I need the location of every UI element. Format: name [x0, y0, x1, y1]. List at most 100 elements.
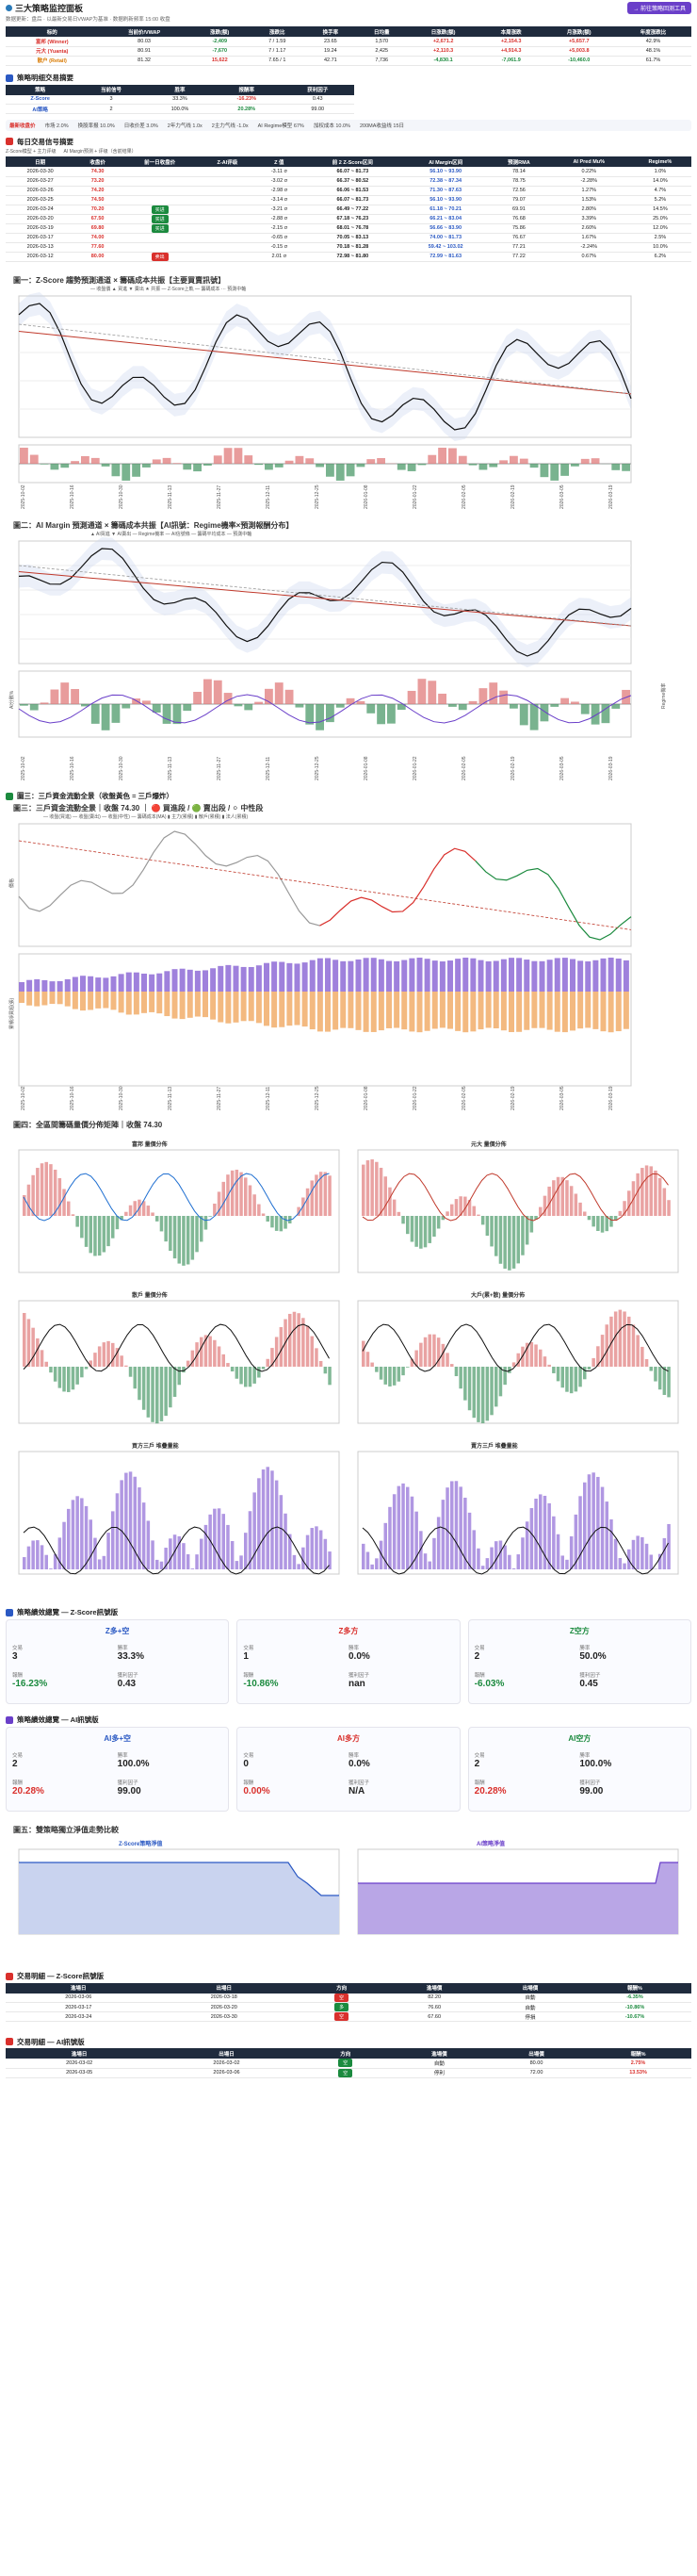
bar	[133, 1366, 137, 1388]
bar	[577, 991, 584, 1028]
backtest-link-button[interactable]: → 前往策略回测工具	[627, 1, 691, 14]
bar	[467, 1512, 472, 1569]
bar	[75, 1215, 79, 1227]
bar	[328, 1366, 332, 1385]
bar	[432, 1334, 436, 1367]
bar	[623, 991, 629, 1029]
bar	[388, 1366, 392, 1386]
summary-cell: +2,154.3	[478, 37, 543, 47]
bar	[448, 703, 457, 707]
bar	[265, 688, 273, 704]
perf-stat: 交易 2	[12, 1751, 118, 1769]
chart3-title: 圖三：三戶資金流動全景｜收盤 74.30 ｜ 🔴 買進段 / 🟢 賣出段 / ⚪…	[13, 803, 264, 812]
bar	[490, 1215, 494, 1246]
bar	[133, 1200, 137, 1216]
bar	[569, 1185, 574, 1216]
bar	[182, 1366, 186, 1372]
tick-label: 2025-11-27	[217, 484, 222, 508]
trade-ret: 2.75%	[585, 2059, 691, 2069]
tick-label: 2026-01-22	[413, 1086, 418, 1110]
bar	[88, 991, 94, 1009]
tick-label: 2026-03-19	[608, 1086, 614, 1110]
bar	[34, 991, 41, 1007]
bar	[450, 1480, 454, 1569]
perf-card-head: Z多+空	[105, 1626, 130, 1635]
bar	[62, 1188, 66, 1216]
bar	[524, 991, 530, 1030]
bar	[592, 960, 599, 992]
summary-name: 富邦 (Winner)	[6, 37, 99, 47]
bar	[379, 1540, 383, 1569]
bar	[171, 991, 178, 1019]
bar	[346, 463, 355, 476]
bar	[49, 1163, 53, 1216]
bar	[218, 991, 224, 1023]
tick-label: 2025-10-02	[21, 756, 26, 780]
daily-signal: 买进	[120, 223, 200, 234]
bar	[600, 991, 607, 1031]
tab-ai[interactable]: AI Margin预测 + 评级（含前结果）	[63, 149, 137, 155]
bar	[580, 703, 590, 714]
bar	[397, 1366, 401, 1382]
bar	[316, 703, 324, 730]
bar	[490, 1366, 494, 1415]
top-bar: 三大策略监控面板 → 前往策略回测工具	[0, 0, 697, 15]
bar	[270, 1469, 274, 1569]
bar	[613, 1310, 618, 1367]
table-row: 散户 (Retail) 81.32 15,622 7.65 / 1 42.71 7,736…	[6, 56, 691, 66]
daily-signal	[120, 233, 200, 243]
bar	[419, 1342, 423, 1367]
bar	[286, 991, 293, 1025]
bar	[493, 991, 499, 1028]
bar	[556, 1534, 560, 1569]
tab-zscore[interactable]: Z-Score模型 + 主力评级	[6, 149, 57, 155]
bar	[392, 1199, 397, 1216]
trade-col-header: 進場價	[386, 1982, 483, 1994]
bar	[454, 1480, 459, 1569]
bar	[667, 1366, 671, 1397]
bar	[552, 1179, 556, 1216]
strategy-col-header: 胜率	[147, 84, 213, 95]
bar	[509, 957, 514, 992]
bar	[248, 991, 254, 1021]
summary-cell: 42.9%	[615, 37, 691, 47]
bar	[539, 991, 545, 1028]
daily-date: 2026-03-17	[6, 233, 75, 243]
bar	[111, 1342, 115, 1367]
bar	[560, 1176, 564, 1216]
bar	[284, 1215, 287, 1229]
bar	[309, 960, 316, 992]
daily-ai	[199, 233, 256, 243]
bar	[266, 1358, 269, 1367]
bar	[370, 1362, 374, 1367]
bar	[172, 703, 182, 724]
panel-title: 元大 量價分佈	[471, 1140, 507, 1148]
bar	[254, 463, 263, 465]
info-item: 2主力气线 -1.0x	[211, 123, 249, 129]
bar	[110, 976, 117, 992]
info-item: 市场 2.0%	[44, 123, 69, 129]
bar	[41, 991, 48, 1005]
bar	[106, 1532, 110, 1569]
bar	[649, 1165, 653, 1216]
bar	[81, 455, 89, 464]
bar	[221, 1354, 225, 1367]
bar	[310, 1527, 314, 1569]
flow-icon	[6, 792, 13, 800]
perf-card: AI多方 交易 0 勝率 0.0% 報酬 0.00% 獲利因子 N/A	[236, 1726, 461, 1812]
plot-area	[18, 295, 632, 437]
perf-stat: 獲利因子 99.00	[118, 1779, 223, 1797]
bar	[480, 1366, 485, 1423]
strategy-cell: 33.3%	[147, 94, 213, 105]
bar	[511, 1361, 516, 1367]
perf-z-cards: Z多+空 交易 3 勝率 33.3% 報酬 -16.23% 獲利因子 0.43 Z多方 交易 1 勝率 0…	[0, 1618, 697, 1704]
bar	[261, 1366, 266, 1370]
bar	[323, 1171, 328, 1216]
bar	[325, 958, 331, 992]
bar	[644, 1358, 649, 1367]
bar	[111, 1510, 115, 1569]
dir-pill: 空	[338, 2068, 353, 2077]
bar	[128, 1366, 133, 1377]
daily-col-header: 日期	[6, 156, 75, 167]
bar	[574, 1366, 578, 1391]
